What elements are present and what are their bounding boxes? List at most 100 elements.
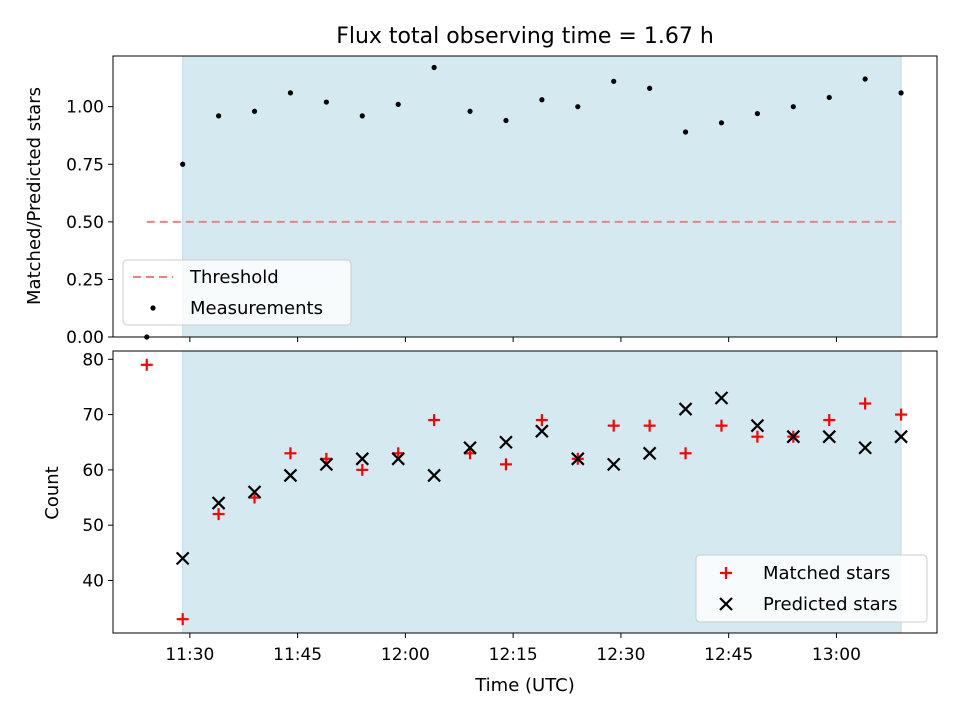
legend-threshold-label: Threshold xyxy=(189,267,279,288)
top-y-axis-label: Matched/Predicted stars xyxy=(24,87,45,305)
measurement-point xyxy=(467,108,473,114)
predicted-star-point xyxy=(499,435,513,450)
bottom-y-tick-label: 40 xyxy=(82,571,104,591)
predicted-star-point xyxy=(786,429,801,444)
bottom-y-ticks: 40 50 60 70 80 xyxy=(82,350,113,591)
bottom-y-tick-label: 60 xyxy=(82,461,104,481)
matched-star-point xyxy=(428,414,441,427)
predicted-star-point xyxy=(355,452,370,466)
matched-star-point xyxy=(535,414,548,427)
measurement-point xyxy=(539,97,545,103)
top-y-tick-label: 0.50 xyxy=(66,213,104,233)
matched-star-point xyxy=(751,430,764,443)
predicted-star-point xyxy=(750,418,765,433)
top-y-tick-label: 0.25 xyxy=(66,270,104,290)
measurement-point xyxy=(790,104,796,110)
x-tick-label: 12:45 xyxy=(704,645,753,665)
legend-matched-label: Matched stars xyxy=(763,563,890,584)
legend-measurements-swatch xyxy=(150,305,156,311)
bottom-y-tick-label: 80 xyxy=(82,350,104,370)
top-y-tick-label: 0.75 xyxy=(66,155,104,175)
top-legend-box xyxy=(122,259,352,326)
predicted-star-point xyxy=(535,424,549,438)
predicted-star-point xyxy=(391,452,405,466)
bottom-legend-box xyxy=(695,554,928,623)
measurement-point xyxy=(216,113,222,119)
matched-star-point xyxy=(140,358,153,371)
predicted-star-point xyxy=(858,440,872,455)
predicted-star-point xyxy=(678,402,693,416)
bottom-x-ticks: 11:30 11:45 12:00 12:15 12:30 12:45 13:00 xyxy=(165,633,861,665)
measurement-point xyxy=(251,108,258,114)
predicted-star-point xyxy=(822,429,837,444)
bottom-y-tick-label: 50 xyxy=(82,516,104,536)
matched-star-point xyxy=(679,447,692,460)
legend-predicted-label: Predicted stars xyxy=(763,594,897,615)
measurement-point xyxy=(611,78,617,84)
predicted-star-point xyxy=(247,485,262,499)
matched-star-point xyxy=(895,408,908,421)
legend-predicted-swatch xyxy=(719,597,733,611)
legend-matched-swatch xyxy=(720,567,732,579)
measurement-point xyxy=(359,113,365,119)
measurement-point xyxy=(503,117,509,124)
measurement-point xyxy=(287,90,294,96)
measurement-point xyxy=(395,101,401,107)
matched-star-point xyxy=(356,463,369,476)
bottom-y-tick-label: 70 xyxy=(82,406,104,426)
x-tick-label: 13:00 xyxy=(812,645,861,665)
bottom-legend: Matched stars Predicted stars xyxy=(695,554,928,623)
measurement-points xyxy=(144,64,904,340)
top-legend: Threshold Measurements xyxy=(122,259,352,326)
matched-star-point xyxy=(284,447,297,460)
predicted-star-point xyxy=(894,429,908,444)
measurement-point xyxy=(682,129,689,135)
predicted-star-point xyxy=(175,551,190,566)
x-tick-label: 11:30 xyxy=(165,645,214,665)
predicted-star-point xyxy=(319,457,334,472)
predicted-star-point xyxy=(463,440,477,455)
bottom-y-axis-label: Count xyxy=(42,466,63,519)
top-axes-frame xyxy=(112,55,938,338)
x-tick-label: 12:15 xyxy=(489,645,538,665)
top-panel: 0.00 0.25 0.50 0.75 1.00 Flux total observin… xyxy=(24,24,938,348)
measurement-point xyxy=(826,94,832,101)
top-y-tick-label: 1.00 xyxy=(66,98,104,118)
top-x-ticks xyxy=(189,337,837,342)
measurement-point xyxy=(180,161,186,167)
predicted-star-point xyxy=(571,452,585,466)
x-tick-label: 12:00 xyxy=(381,645,430,665)
predicted-star-point xyxy=(211,496,226,510)
measurement-point xyxy=(754,110,761,117)
predicted-star-point xyxy=(642,446,657,461)
predicted-star-point xyxy=(427,468,441,483)
matched-star-point xyxy=(715,419,728,432)
predicted-star-point xyxy=(714,391,729,405)
measurement-point xyxy=(647,85,653,91)
matched-star-point xyxy=(823,414,836,427)
chart-title: Flux total observing time = 1.67 h xyxy=(336,24,714,49)
matched-star-point xyxy=(499,458,512,471)
measurement-point xyxy=(718,120,725,126)
measurement-point xyxy=(323,99,329,105)
measurement-point xyxy=(862,76,868,82)
matched-star-point xyxy=(859,397,872,410)
measurement-point xyxy=(898,90,904,96)
legend-measurements-label: Measurements xyxy=(190,298,323,319)
matched-star-point xyxy=(176,613,189,626)
matched-star-point xyxy=(212,508,225,521)
bottom-axes-frame xyxy=(112,350,938,634)
predicted-star-point xyxy=(283,468,298,483)
matched-star-point xyxy=(643,419,656,432)
bottom-panel: 40 50 60 70 80 11:30 11:45 12:00 12:15 12:30 12:4… xyxy=(42,350,938,696)
predicted-stars-points xyxy=(175,391,908,566)
top-y-ticks: 0.00 0.25 0.50 0.75 1.00 xyxy=(66,98,113,348)
measurement-point xyxy=(575,104,581,110)
x-tick-label: 12:30 xyxy=(596,645,645,665)
measurement-point xyxy=(431,64,437,71)
x-axis-label: Time (UTC) xyxy=(474,675,575,696)
matched-star-point xyxy=(607,419,620,432)
top-y-tick-label: 0.00 xyxy=(66,328,104,348)
